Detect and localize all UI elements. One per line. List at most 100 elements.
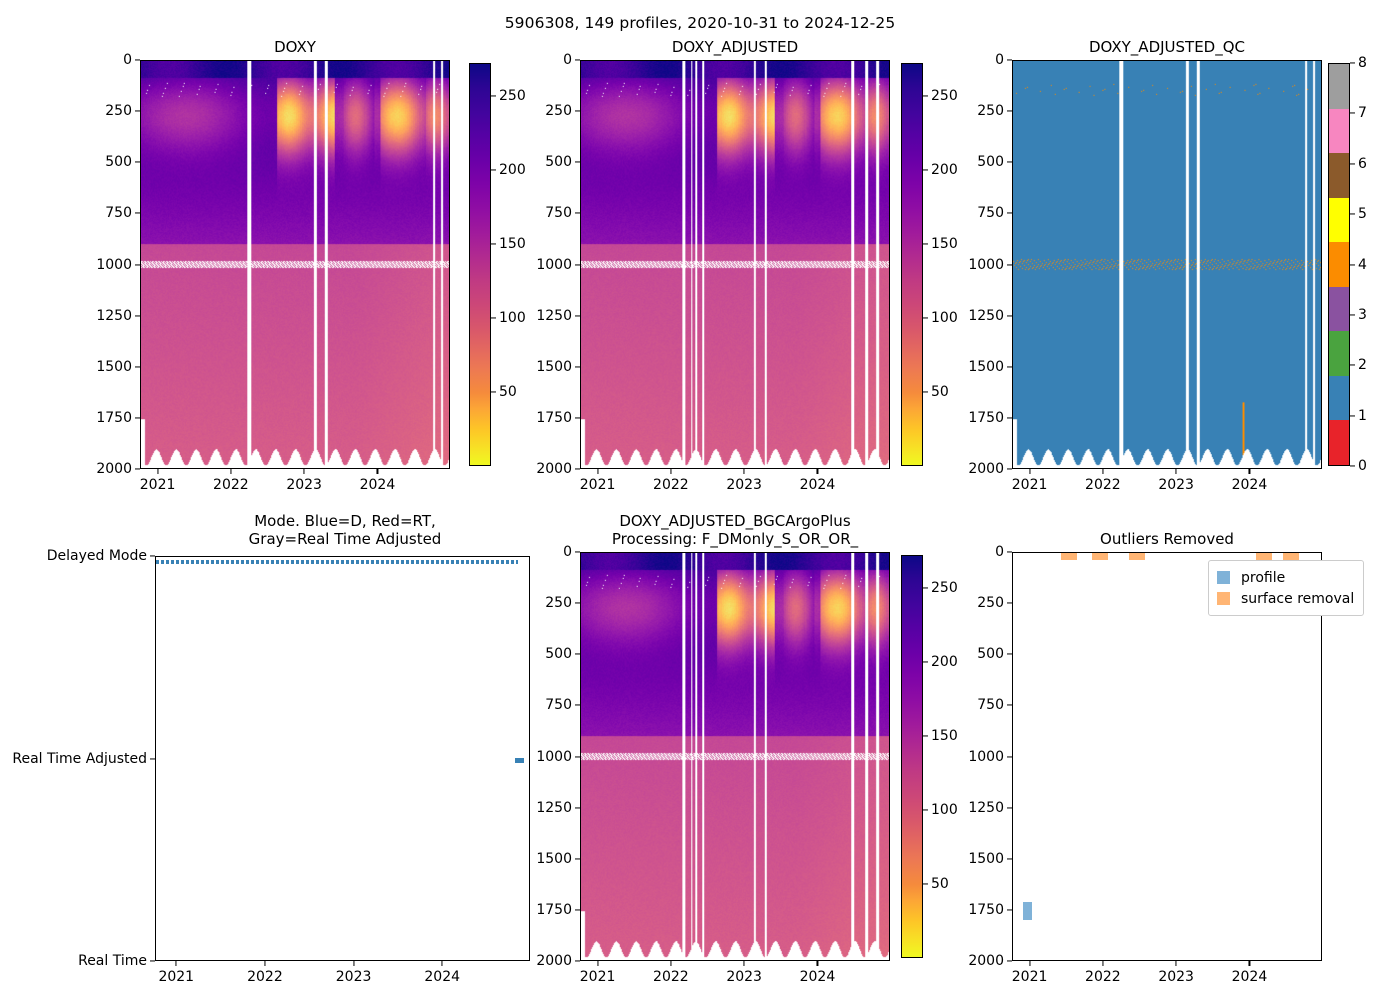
qc-flag-segment-0 bbox=[1329, 420, 1349, 465]
qc-colorbar-tick-mark bbox=[1350, 465, 1355, 467]
colorbar-tick-label: 50 bbox=[499, 383, 517, 400]
x-tick-mark bbox=[1248, 469, 1250, 474]
colorbar-tick-label: 250 bbox=[499, 87, 526, 104]
x-tick-mark bbox=[441, 961, 443, 966]
y-tick-mark bbox=[135, 315, 140, 317]
colorbar-tick-mark bbox=[923, 317, 928, 319]
y-tick-mark bbox=[1007, 551, 1012, 553]
y-tick-mark bbox=[575, 417, 580, 419]
doxy-heatmap-axes[interactable] bbox=[140, 60, 450, 469]
x-tick-mark bbox=[353, 961, 355, 966]
x-tick-mark bbox=[1175, 961, 1177, 966]
qc-colorbar-tick-label: 0 bbox=[1358, 458, 1367, 474]
colorbar-tick-label: 200 bbox=[931, 161, 958, 178]
doxy-colorbar[interactable] bbox=[469, 63, 491, 466]
y-tick-label: 1000 bbox=[968, 256, 1004, 273]
y-tick-mark bbox=[1007, 704, 1012, 706]
qc-colorbar-tick-label: 1 bbox=[1358, 407, 1367, 424]
y-tick-label: 250 bbox=[545, 103, 572, 120]
y-tick-label: 750 bbox=[977, 697, 1004, 714]
y-tick-mark bbox=[135, 59, 140, 61]
qc-colorbar[interactable] bbox=[1328, 63, 1350, 466]
doxy-heatmap-image bbox=[141, 61, 449, 468]
legend-swatch-profile bbox=[1217, 571, 1230, 584]
outlier-marker-surface-removal bbox=[1060, 553, 1077, 560]
colorbar-tick-label: 150 bbox=[499, 235, 526, 252]
mode-y-tick-label: Real Time bbox=[78, 953, 147, 969]
y-tick-label: 1750 bbox=[968, 409, 1004, 426]
mode-y-tick-label: Real Time Adjusted bbox=[12, 750, 147, 767]
colorbar-tick-label: 100 bbox=[931, 801, 958, 818]
x-tick-mark bbox=[264, 961, 266, 966]
y-tick-mark bbox=[1007, 417, 1012, 419]
y-tick-label: 0 bbox=[563, 544, 572, 560]
y-tick-mark bbox=[575, 366, 580, 368]
bgcargoplus-heatmap-axes[interactable] bbox=[580, 552, 890, 961]
qc-flag-segment-8 bbox=[1329, 63, 1349, 109]
x-tick-label: 2022 bbox=[653, 477, 689, 493]
y-tick-mark bbox=[1007, 366, 1012, 368]
x-tick-label: 2023 bbox=[726, 969, 762, 985]
y-tick-label: 1500 bbox=[968, 358, 1004, 375]
outlier-marker-surface-removal bbox=[1282, 553, 1299, 560]
outliers-plot-axes[interactable] bbox=[1012, 552, 1322, 961]
colorbar-tick-label: 150 bbox=[931, 727, 958, 744]
colorbar-tick-label: 100 bbox=[499, 309, 526, 326]
y-tick-mark bbox=[135, 366, 140, 368]
qc-colorbar-tick-label: 4 bbox=[1358, 256, 1367, 273]
x-tick-mark bbox=[816, 469, 818, 474]
y-tick-mark bbox=[1007, 59, 1012, 61]
qc-heatmap-image bbox=[1013, 61, 1321, 468]
qc-flag-segment-2 bbox=[1329, 331, 1349, 376]
y-tick-mark bbox=[575, 468, 580, 470]
y-tick-mark bbox=[1007, 858, 1012, 860]
colorbar-tick-label: 100 bbox=[931, 309, 958, 326]
outlier-marker-surface-removal bbox=[1255, 553, 1272, 560]
y-tick-label: 1250 bbox=[536, 799, 572, 816]
y-tick-label: 1750 bbox=[96, 409, 132, 426]
x-tick-label: 2024 bbox=[1231, 969, 1268, 985]
y-tick-mark bbox=[575, 602, 580, 604]
outlier-marker-surface-removal bbox=[1128, 553, 1145, 560]
colorbar-tick-mark bbox=[491, 95, 496, 97]
mode-delayed-series bbox=[156, 560, 518, 564]
x-tick-label: 2024 bbox=[799, 969, 836, 985]
x-tick-label: 2021 bbox=[1011, 477, 1048, 493]
y-tick-mark bbox=[575, 653, 580, 655]
doxy-adjusted-heatmap-axes[interactable] bbox=[580, 60, 890, 469]
y-tick-mark bbox=[575, 909, 580, 911]
qc-heatmap-axes[interactable] bbox=[1012, 60, 1322, 469]
x-tick-label: 2023 bbox=[335, 969, 372, 985]
x-tick-mark bbox=[303, 469, 305, 474]
panel-doxy-adjusted-qc-title: DOXY_ADJUSTED_QC bbox=[1088, 38, 1246, 56]
mode-plot-axes[interactable] bbox=[155, 556, 530, 961]
colorbar-tick-mark bbox=[923, 95, 928, 97]
qc-flag-segment-4 bbox=[1329, 242, 1349, 287]
qc-flag-segment-3 bbox=[1329, 286, 1349, 332]
x-tick-label: 2024 bbox=[1231, 477, 1268, 493]
bgcargoplus-colorbar[interactable] bbox=[901, 555, 923, 958]
qc-colorbar-tick-mark bbox=[1350, 213, 1355, 215]
y-tick-mark bbox=[1007, 212, 1012, 214]
y-tick-label: 1500 bbox=[536, 358, 572, 375]
x-tick-label: 2023 bbox=[286, 477, 322, 493]
y-tick-mark bbox=[1007, 807, 1012, 809]
y-tick-label: 250 bbox=[105, 103, 132, 120]
y-tick-label: 1000 bbox=[968, 748, 1004, 765]
doxy-adjusted-colorbar[interactable] bbox=[901, 63, 923, 466]
y-tick-mark bbox=[575, 755, 580, 758]
y-tick-label: 1750 bbox=[536, 901, 572, 918]
legend-swatch-surface-removal bbox=[1217, 592, 1230, 605]
qc-colorbar-tick-mark bbox=[1350, 62, 1355, 64]
y-tick-label: 0 bbox=[563, 52, 572, 68]
doxy-adjusted-colorbar-gradient bbox=[902, 64, 922, 465]
qc-colorbar-tick-label: 7 bbox=[1358, 105, 1367, 122]
y-tick-label: 1250 bbox=[536, 307, 572, 324]
x-tick-mark bbox=[670, 961, 672, 966]
colorbar-tick-mark bbox=[491, 243, 496, 245]
x-tick-mark bbox=[1029, 961, 1031, 966]
x-tick-label: 2024 bbox=[424, 969, 461, 985]
x-tick-mark bbox=[376, 469, 378, 474]
y-tick-label: 500 bbox=[105, 154, 132, 171]
